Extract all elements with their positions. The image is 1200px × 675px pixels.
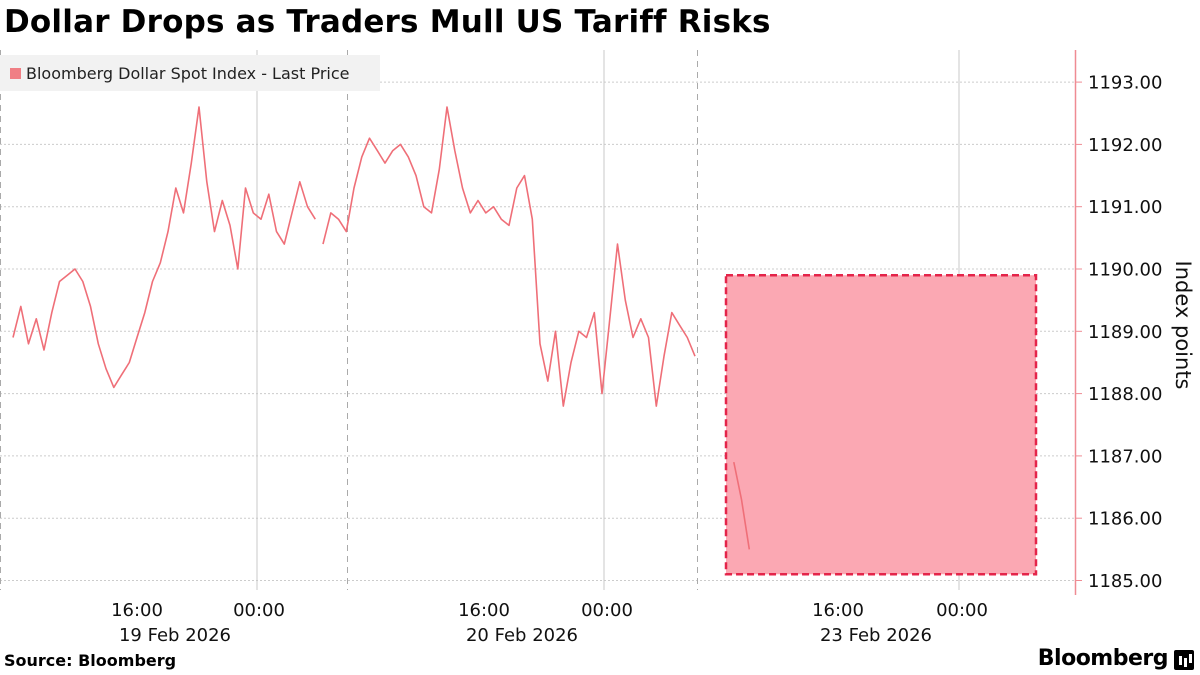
legend-swatch: [10, 67, 21, 79]
y-tick-label: 1188.00: [1088, 384, 1162, 405]
chart-title: Dollar Drops as Traders Mull US Tariff R…: [4, 4, 771, 40]
bloomberg-chart-icon: [1174, 650, 1194, 670]
x-tick-date: 20 Feb 2026: [466, 625, 578, 646]
series-line: [12, 106, 316, 389]
x-tick-date: 23 Feb 2026: [820, 625, 932, 646]
x-tick-time: 00:00: [936, 600, 988, 621]
y-tick-label: 1187.00: [1088, 446, 1162, 467]
x-tick-time: 16:00: [812, 600, 864, 621]
y-tick-label: 1191.00: [1088, 197, 1162, 218]
x-tick-time: 16:00: [111, 600, 163, 621]
y-tick-label: 1190.00: [1088, 260, 1162, 281]
y-axis-layer: 1185.00 1186.00 1187.00 1188.00 1189.00 1190.…: [1074, 50, 1162, 595]
x-tick-date: 19 Feb 2026: [119, 625, 231, 646]
highlight-box: [724, 273, 1038, 576]
y-tick-label: 1193.00: [1088, 73, 1162, 94]
legend-label: Bloomberg Dollar Spot Index - Last Price: [26, 63, 350, 83]
y-tick-label: 1185.00: [1088, 571, 1162, 592]
legend: Bloomberg Dollar Spot Index - Last Price: [0, 55, 380, 91]
y-axis-label: Index points: [1171, 261, 1195, 390]
y-tick-label: 1192.00: [1088, 135, 1162, 156]
y-tick-label: 1186.00: [1088, 509, 1162, 530]
source-note: Source: Bloomberg: [4, 651, 177, 670]
series-line-layer: [12, 106, 751, 550]
x-tick-time: 16:00: [458, 600, 510, 621]
series-line: [733, 461, 751, 550]
x-tick-time: 00:00: [581, 600, 633, 621]
highlight-box-layer: [724, 273, 1038, 576]
x-tick-time: 00:00: [233, 600, 285, 621]
bloomberg-logo: Bloomberg: [1037, 646, 1169, 671]
y-tick-label: 1189.00: [1088, 322, 1162, 343]
grid-layer: [0, 50, 1075, 590]
series-line: [322, 106, 696, 407]
